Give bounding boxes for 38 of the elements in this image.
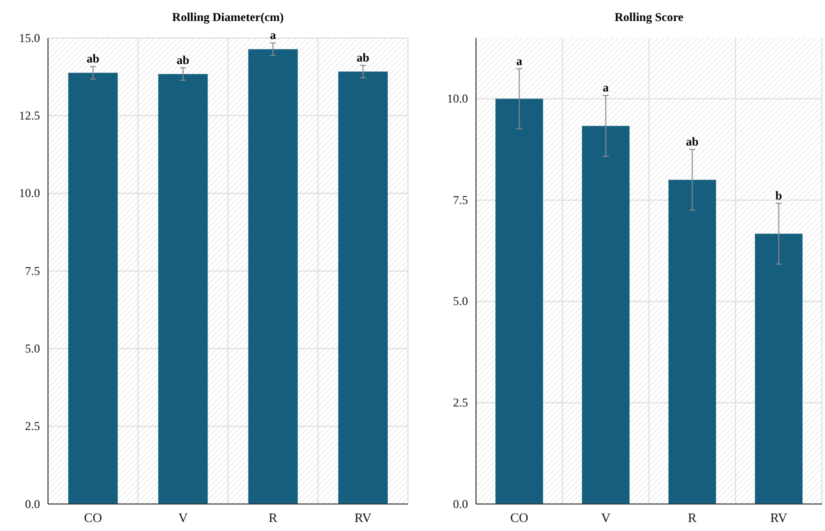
x-tick-label: V	[601, 510, 612, 526]
y-tick-label: 10.0	[447, 92, 468, 106]
bar	[158, 74, 208, 504]
annotation: ab	[86, 52, 100, 66]
x-tick-label: R	[268, 510, 278, 526]
bar	[495, 98, 544, 504]
y-tick-label: 2.5	[453, 396, 468, 410]
y-tick-label: 0.0	[25, 496, 40, 511]
bar	[668, 180, 716, 504]
y-tick-label: 12.5	[19, 108, 40, 123]
annotation: a	[516, 54, 522, 68]
chart-title: Rolling Diameter(cm)	[172, 10, 284, 24]
annotation: ab	[176, 52, 190, 67]
annotation: b	[775, 188, 782, 202]
annotation: a	[270, 28, 276, 42]
y-tick-label: 15.0	[19, 30, 40, 45]
x-tick-label: RV	[770, 510, 788, 526]
bar	[582, 126, 630, 504]
y-tick-label: 2.5	[25, 419, 40, 434]
annotation: a	[602, 80, 609, 95]
annotation: ab	[356, 50, 370, 64]
x-tick-label: V	[178, 510, 188, 526]
x-tick-label: RV	[354, 510, 372, 526]
bar	[754, 234, 803, 504]
bar	[248, 49, 298, 504]
y-tick-label: 5.0	[453, 294, 468, 308]
y-tick-label: 5.0	[25, 342, 40, 356]
y-tick-label: 10.0	[19, 186, 40, 200]
x-tick-label: CO	[84, 510, 102, 526]
chart-title: Rolling Score	[614, 10, 684, 24]
bar	[338, 72, 388, 504]
x-tick-label: R	[688, 510, 697, 526]
y-tick-label: 7.5	[453, 192, 468, 207]
annotation: ab	[686, 134, 699, 148]
bar	[68, 72, 118, 504]
y-tick-label: 0.0	[453, 496, 468, 511]
x-tick-label: CO	[510, 510, 528, 526]
y-tick-label: 7.5	[25, 264, 40, 278]
